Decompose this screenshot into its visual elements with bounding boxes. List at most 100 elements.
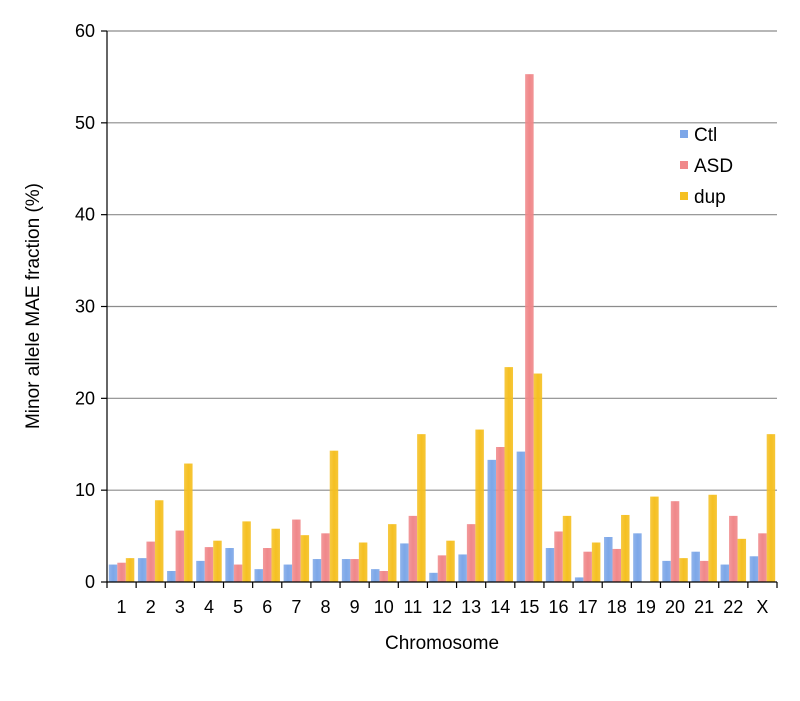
- bar-dup-chr-16: [562, 515, 572, 582]
- bar-ctl-chr-12: [429, 572, 438, 582]
- bar-dup-chr-18: [621, 514, 630, 582]
- bar-ctl-chr-17: [574, 577, 584, 582]
- x-tick-label: 2: [146, 597, 156, 617]
- bar-asd-chr-3: [175, 530, 185, 582]
- y-tick-label: 50: [75, 113, 95, 133]
- bar-dup-chr-4: [213, 540, 222, 582]
- bar-asd-chr-11: [408, 515, 418, 582]
- x-tick-label: 3: [175, 597, 185, 617]
- x-tick-label: 1: [117, 597, 127, 617]
- bar-dup-chr-3: [184, 463, 193, 582]
- bar-asd-chr-13: [466, 524, 476, 582]
- bar-ctl-chr-1: [108, 564, 118, 582]
- bar-ctl-chr-15: [516, 451, 526, 582]
- bar-asd-chr-14: [496, 447, 505, 582]
- y-tick-label: 10: [75, 480, 95, 500]
- bar-dup-chr-15: [533, 373, 543, 582]
- bar-dup-chr-19: [650, 496, 659, 582]
- bar-ctl-chr-6: [254, 569, 263, 582]
- bar-asd-chr-6: [262, 548, 272, 582]
- bar-ctl-chr-5: [225, 548, 234, 582]
- bar-dup-chr-22: [737, 538, 747, 582]
- bar-ctl-chr-X: [749, 556, 759, 582]
- x-tick-label: 20: [665, 597, 685, 617]
- x-tick-label: 16: [549, 597, 569, 617]
- y-axis-title: Minor allele MAE fraction (%): [23, 183, 44, 429]
- x-tick-label: 9: [350, 597, 360, 617]
- bar-ctl-chr-4: [196, 560, 205, 582]
- bar-asd-chr-20: [670, 501, 680, 582]
- legend: Ctl ASD dup: [680, 125, 733, 208]
- legend-swatch-asd: [680, 161, 688, 169]
- bar-asd-chr-21: [699, 560, 709, 582]
- legend-label-ctl: Ctl: [694, 125, 717, 146]
- bar-ctl-chr-16: [545, 548, 555, 582]
- legend-swatch-dup: [680, 192, 688, 200]
- x-tick-label: 18: [607, 597, 627, 617]
- bar-asd-chr-15: [525, 74, 534, 582]
- x-axis-title: Chromosome: [385, 633, 499, 654]
- bar-asd-chr-12: [437, 555, 447, 582]
- legend-swatch-ctl: [680, 130, 688, 138]
- bar-asd-chr-5: [233, 564, 243, 582]
- bar-ctl-chr-2: [137, 558, 147, 582]
- bar-dup-chr-14: [504, 367, 514, 582]
- bar-dup-chr-12: [446, 540, 455, 582]
- x-tick-labels: 1 2 3 4 5 6 7 8 9 10 11 12 13 14 15 16 17 18 19 20 21 22 X: [106, 582, 778, 617]
- bar-dup-chr-X: [766, 434, 776, 582]
- bar-asd-chr-1: [117, 562, 126, 582]
- bar-asd-chr-10: [379, 570, 388, 582]
- bar-ctl-chr-22: [720, 564, 730, 582]
- bar-asd-chr-7: [292, 519, 301, 582]
- x-tick-label: 8: [320, 597, 330, 617]
- x-tick-label: 10: [374, 597, 394, 617]
- bar-ctl-chr-8: [312, 559, 322, 582]
- x-tick-label: 15: [519, 597, 539, 617]
- bar-dup-chr-17: [591, 542, 601, 582]
- y-tick-label: 20: [75, 388, 95, 408]
- bar-dup-chr-13: [475, 429, 484, 582]
- x-tick-label: 17: [578, 597, 598, 617]
- x-tick-label: 5: [233, 597, 243, 617]
- bars: [108, 74, 776, 582]
- bar-asd-chr-17: [583, 551, 592, 582]
- bar-asd-chr-18: [612, 548, 622, 582]
- bar-ctl-chr-19: [633, 533, 642, 582]
- bar-ctl-chr-14: [487, 459, 497, 582]
- x-tick-label: 21: [694, 597, 714, 617]
- legend-label-asd: ASD: [694, 156, 733, 177]
- x-tick-label: 13: [461, 597, 481, 617]
- bar-ctl-chr-20: [662, 560, 671, 582]
- bar-dup-chr-2: [154, 500, 164, 582]
- bar-dup-chr-10: [387, 524, 397, 582]
- x-tick-label: 7: [291, 597, 301, 617]
- bar-asd-chr-9: [350, 559, 359, 582]
- bar-ctl-chr-18: [604, 537, 613, 582]
- bar-asd-chr-16: [554, 531, 563, 582]
- x-tick-label: X: [756, 597, 768, 617]
- bar-asd-chr-2: [146, 541, 155, 582]
- y-tick-label: 0: [85, 572, 95, 592]
- bar-dup-chr-5: [242, 521, 251, 582]
- x-tick-label: 19: [636, 597, 656, 617]
- bar-ctl-chr-21: [691, 551, 700, 582]
- bar-ctl-chr-10: [370, 569, 380, 582]
- x-tick-label: 12: [432, 597, 452, 617]
- x-tick-label: 14: [490, 597, 510, 617]
- x-tick-label: 4: [204, 597, 214, 617]
- bar-asd-chr-4: [204, 547, 214, 582]
- y-tick-labels: 0 10 20 30 40 50 60: [75, 21, 107, 592]
- bar-dup-chr-21: [708, 494, 717, 582]
- bar-ctl-chr-11: [400, 543, 409, 582]
- bar-dup-chr-11: [417, 434, 426, 582]
- bar-asd-chr-22: [729, 515, 738, 582]
- x-tick-label: 22: [723, 597, 743, 617]
- bar-dup-chr-6: [271, 528, 280, 582]
- y-tick-label: 30: [75, 297, 95, 317]
- bar-dup-chr-20: [679, 558, 688, 582]
- x-tick-label: 6: [262, 597, 272, 617]
- y-tick-label: 40: [75, 205, 95, 225]
- legend-label-dup: dup: [694, 187, 726, 208]
- gridlines: [107, 30, 777, 491]
